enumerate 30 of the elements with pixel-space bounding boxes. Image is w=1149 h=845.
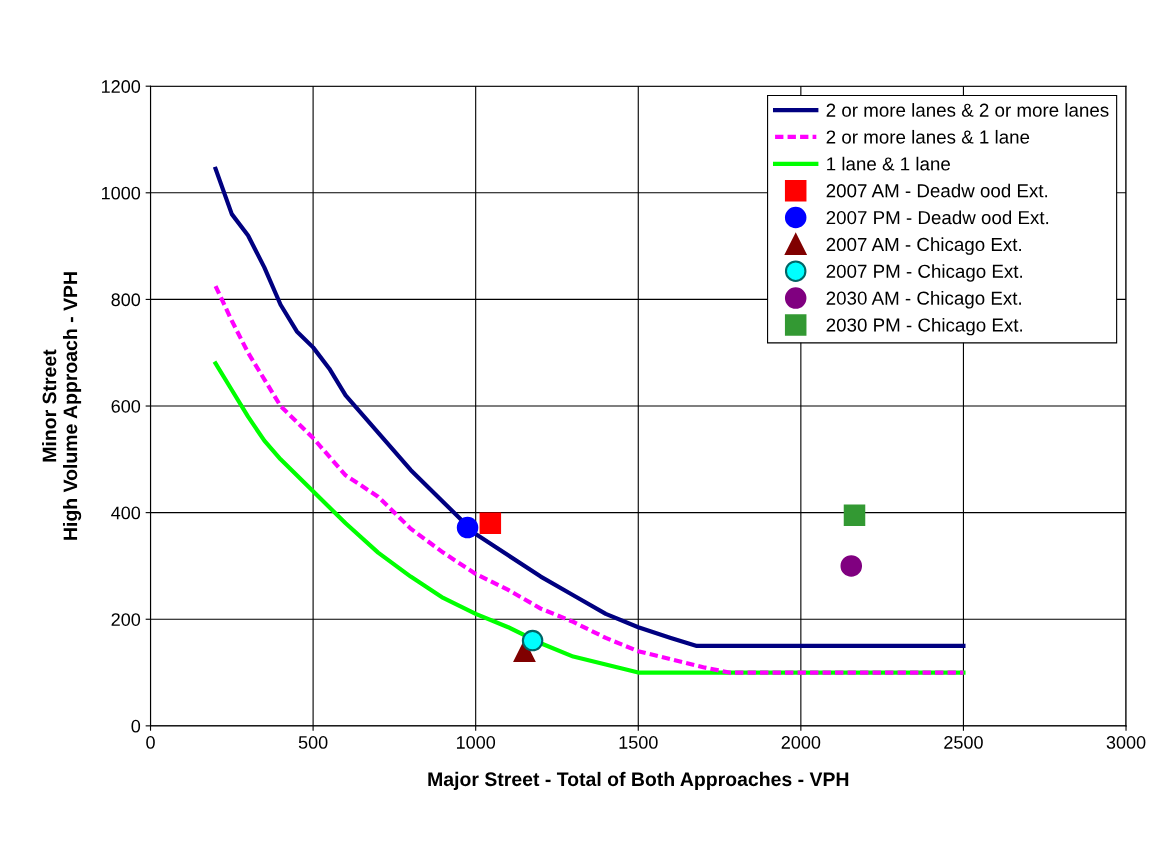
x-tick-label: 3000 [1106, 736, 1146, 749]
y-tick-label: 1200 [102, 80, 141, 93]
y-axis-title: Minor Street High Volume Approach - VPH [42, 272, 82, 540]
x-axis-title: Major Street - Total of Both Approaches - VPH [428, 771, 849, 790]
legend-label: 2 or more lanes & 2 or more lanes [826, 103, 1109, 117]
legend-label: 1 lane & 1 lane [827, 156, 950, 171]
legend-label: 2030 AM - Chicago Ext. [826, 291, 1021, 309]
x-tick-label: 0 [146, 736, 155, 749]
legend-label: 2 or more lanes & 1 lane [826, 129, 1030, 144]
legend-label: 2007 AM - Chicago Ext. [826, 237, 1021, 255]
y-tick-label: 800 [111, 293, 141, 307]
x-tick-label: 2000 [781, 736, 821, 749]
y-tick-label: 0 [131, 719, 141, 733]
x-tick-label: 2500 [944, 736, 983, 749]
y-tick-label: 1000 [102, 186, 141, 200]
point [456, 516, 479, 539]
point [521, 629, 544, 652]
point [843, 504, 866, 527]
y-tick-label: 200 [111, 613, 141, 626]
point [840, 555, 863, 577]
legend-label: 2007 PM - Chicago Ext. [826, 264, 1022, 282]
x-tick-label: 1000 [456, 736, 496, 749]
x-tick-label: 1500 [619, 736, 658, 749]
y-tick-label: 400 [111, 506, 141, 520]
legend-label: 2007 AM - Deadw ood Ext. [826, 183, 1048, 198]
y-tick-label: 600 [111, 399, 141, 413]
x-tick-label: 500 [298, 736, 328, 749]
legend-label: 2007 PM - Deadw ood Ext. [826, 210, 1049, 225]
legend-label: 2030 PM - Chicago Ext. [826, 317, 1022, 336]
point [479, 512, 502, 535]
